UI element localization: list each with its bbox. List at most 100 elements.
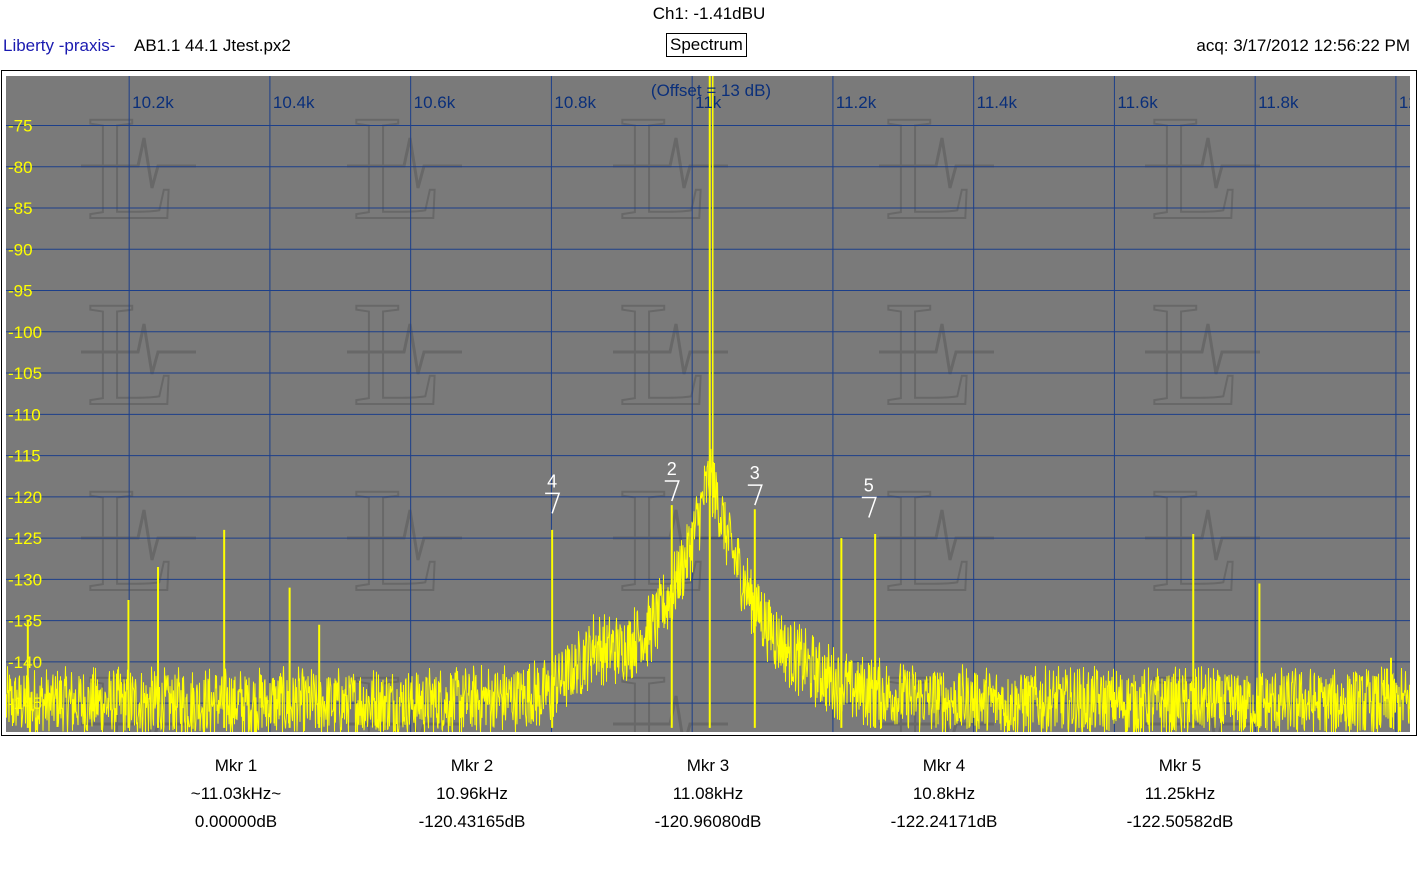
watermark-letter: L bbox=[1150, 457, 1242, 623]
x-tick-label: 10.4k bbox=[273, 93, 315, 112]
marker-5-readout: Mkr 5 11.25kHz -122.50582dB bbox=[1080, 752, 1280, 836]
y-axis-labels: -75 -80 -85 -90 -95 -100 -105 -110 -115 -120 -125 -… bbox=[8, 117, 42, 714]
y-tick-label: -90 bbox=[8, 240, 33, 259]
x-tick-label: 10.2k bbox=[132, 93, 174, 112]
y-tick-label: -85 bbox=[8, 199, 33, 218]
watermark-letter: L bbox=[352, 271, 444, 437]
marker-2-freq: 10.96kHz bbox=[436, 784, 508, 803]
marker-4: 4 bbox=[545, 471, 561, 514]
spectrum-trace bbox=[6, 76, 1410, 732]
watermark-logo: L bbox=[879, 456, 994, 624]
x-tick-label: 11.4k bbox=[977, 93, 1018, 112]
watermark-letter: L bbox=[352, 457, 444, 623]
marker-4-level: -122.24171dB bbox=[890, 812, 998, 831]
watermark-letter: L bbox=[86, 85, 178, 251]
marker-4-readout: Mkr 4 10.8kHz -122.24171dB bbox=[844, 752, 1044, 836]
marker-5: 5 bbox=[861, 475, 877, 518]
watermark-logo: L bbox=[613, 84, 728, 252]
y-tick-label: -125 bbox=[8, 529, 42, 548]
watermark-pulse bbox=[347, 323, 462, 375]
x-tick-label: 12k bbox=[1399, 93, 1410, 112]
marker-3-readout: Mkr 3 11.08kHz -120.96080dB bbox=[608, 752, 808, 836]
noise-floor bbox=[6, 448, 1410, 732]
watermark-letter: L bbox=[86, 271, 178, 437]
watermark-logo: L bbox=[1145, 456, 1260, 624]
marker-4-name: Mkr 4 bbox=[922, 756, 966, 775]
y-tick-label: -105 bbox=[8, 364, 42, 383]
x-tick-label: 10.8k bbox=[554, 93, 596, 112]
marker-triangle bbox=[545, 492, 561, 514]
watermark-letter: L bbox=[86, 457, 178, 623]
watermark-pulse bbox=[613, 695, 728, 732]
marker-label: 3 bbox=[750, 463, 760, 483]
y-tick-label: -145 bbox=[8, 694, 42, 713]
marker-2: 2 bbox=[664, 459, 680, 502]
marker-2-readout: Mkr 2 10.96kHz -120.43165dB bbox=[372, 752, 572, 836]
y-tick-label: -135 bbox=[8, 612, 42, 631]
y-tick-label: -130 bbox=[8, 570, 42, 589]
marker-triangle bbox=[861, 496, 877, 518]
y-tick-label: -75 bbox=[8, 117, 33, 136]
x-tick-label: 11.6k bbox=[1117, 93, 1158, 112]
watermark-logo: L bbox=[1145, 270, 1260, 438]
watermark-logo: L bbox=[347, 84, 462, 252]
x-tick-label: 11k bbox=[695, 93, 722, 112]
marker-3-level: -120.96080dB bbox=[654, 812, 762, 831]
y-tick-label: -120 bbox=[8, 488, 42, 507]
offset-annotation: (Offset = 13 dB) bbox=[651, 81, 771, 100]
watermark-logo: L bbox=[613, 270, 728, 438]
watermark-pulse bbox=[613, 323, 728, 375]
watermark-pulse bbox=[879, 137, 994, 189]
marker-label: 5 bbox=[864, 475, 874, 495]
marker-4-freq: 10.8kHz bbox=[912, 784, 976, 803]
marker-2-name: Mkr 2 bbox=[450, 756, 494, 775]
markers: 2 3 4 5 bbox=[545, 459, 877, 518]
marker-5-name: Mkr 5 bbox=[1158, 756, 1202, 775]
marker-3-name: Mkr 3 bbox=[686, 756, 730, 775]
y-tick-label: -140 bbox=[8, 653, 42, 672]
watermark-pulse bbox=[81, 137, 196, 189]
watermark-pulse bbox=[879, 323, 994, 375]
spectrum-view-button[interactable]: Spectrum bbox=[666, 33, 747, 57]
plot-background bbox=[6, 76, 1410, 732]
marker-1-level: 0.00000dB bbox=[194, 812, 278, 831]
watermark-letter: L bbox=[618, 85, 710, 251]
marker-1-name: Mkr 1 bbox=[214, 756, 258, 775]
watermark-logo: L bbox=[879, 270, 994, 438]
watermark-logo: L bbox=[347, 270, 462, 438]
watermark-logo: L bbox=[1145, 84, 1260, 252]
y-tick-label: -110 bbox=[8, 405, 41, 424]
watermark-pulse bbox=[81, 323, 196, 375]
watermark-logo: L bbox=[879, 84, 994, 252]
watermark-pulse bbox=[1145, 323, 1260, 375]
marker-5-freq: 11.25kHz bbox=[1144, 784, 1216, 803]
marker-triangle bbox=[664, 480, 680, 502]
watermark-pulse bbox=[613, 137, 728, 189]
marker-label: 4 bbox=[547, 471, 557, 491]
grid-lines bbox=[6, 76, 1410, 732]
watermark-letter: L bbox=[1150, 271, 1242, 437]
marker-1-freq: ~11.03kHz~ bbox=[190, 784, 282, 803]
marker-3: 3 bbox=[747, 463, 763, 506]
app-name: Liberty -praxis- bbox=[3, 36, 116, 55]
marker-3-freq: 11.08kHz bbox=[672, 784, 744, 803]
marker-triangle bbox=[747, 484, 763, 506]
watermark-letter: L bbox=[1150, 85, 1242, 251]
watermark-letter: L bbox=[352, 85, 444, 251]
watermark-logo: L bbox=[347, 456, 462, 624]
watermark-logo: L bbox=[81, 270, 196, 438]
watermark-letter: L bbox=[884, 457, 976, 623]
x-tick-label: 11.2k bbox=[836, 93, 877, 112]
watermark-logo: L bbox=[81, 456, 196, 624]
watermark-letter: L bbox=[884, 85, 976, 251]
watermark-pulse bbox=[1145, 137, 1260, 189]
marker-label: 2 bbox=[667, 459, 677, 479]
x-tick-label: 11.8k bbox=[1258, 93, 1299, 112]
x-axis-labels: 10.2k 10.4k 10.6k 10.8k 11k 11.2k 11.4k 11.6k 11… bbox=[132, 93, 1410, 112]
y-tick-label: -80 bbox=[8, 158, 33, 177]
x-tick-label: 10.6k bbox=[414, 93, 456, 112]
watermark-logo: L bbox=[81, 84, 196, 252]
y-tick-label: -95 bbox=[8, 282, 33, 301]
marker-1-readout: Mkr 1 ~11.03kHz~ 0.00000dB bbox=[136, 752, 336, 836]
